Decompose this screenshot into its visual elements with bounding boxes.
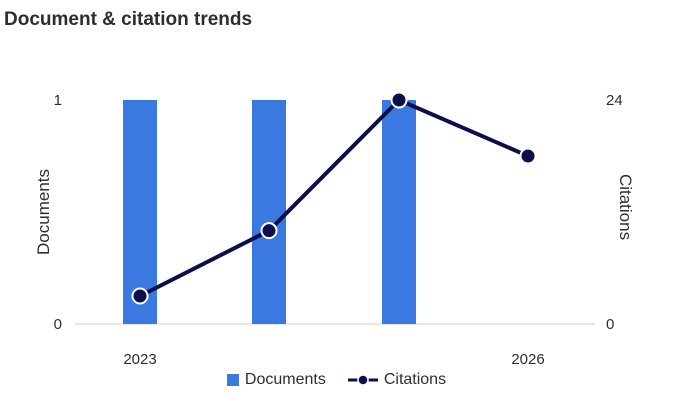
x-tick-first: 2023 [123, 351, 156, 365]
chart-legend: Documents Citations [0, 371, 673, 389]
citations-points [131, 91, 537, 305]
axis-ticks: 0 1 0 24 2023 2026 [54, 92, 623, 365]
left-axis-label: Documents [34, 169, 53, 255]
documents-bar-2023[interactable] [123, 100, 157, 324]
citations-point-2024[interactable] [260, 222, 278, 240]
legend-label-citations: Citations [383, 371, 447, 388]
citations-point-2023[interactable] [131, 287, 149, 305]
legend-label-documents: Documents [244, 371, 326, 388]
documents-bar-2025[interactable] [382, 100, 416, 324]
documents-bar-2024[interactable] [252, 100, 286, 324]
x-tick-last: 2026 [511, 351, 544, 365]
legend-item-citations[interactable]: Citations [347, 371, 447, 389]
left-tick-1: 1 [54, 92, 62, 109]
documents-bars [123, 100, 416, 324]
right-tick-24: 24 [606, 92, 623, 109]
citations-point-2025[interactable] [390, 91, 408, 109]
right-tick-0: 0 [606, 316, 614, 333]
citations-point-2026[interactable] [519, 147, 537, 165]
legend-item-documents[interactable]: Documents [226, 371, 326, 389]
citations-line [139, 98, 529, 298]
documents-swatch-icon [226, 374, 239, 386]
trend-chart: 0 1 0 24 2023 2026 Documents Citations [34, 91, 635, 365]
citations-swatch-icon [347, 374, 378, 386]
left-tick-0: 0 [54, 316, 62, 333]
right-axis-label: Citations [616, 174, 635, 240]
chart-title: Document & citation trends [4, 9, 253, 30]
